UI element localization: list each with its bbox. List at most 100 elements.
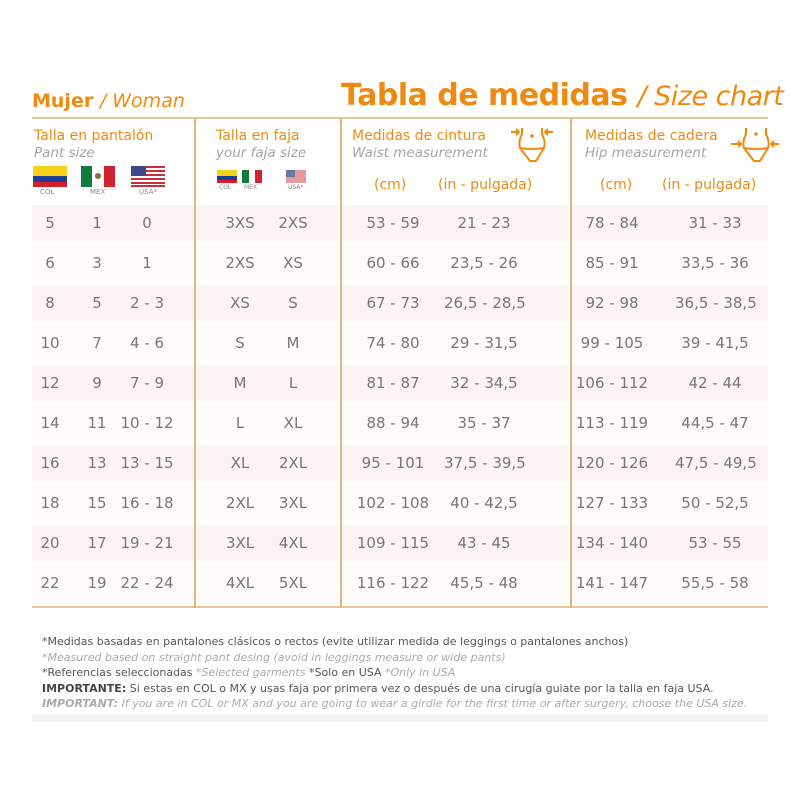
cell-usa-pant: 7 - 9 [129,374,165,392]
row-band [32,205,194,241]
row-band [572,285,768,321]
note-line: *Referencias seleccionadas *Selected gar… [42,665,747,681]
cell-faja-usa: XS [283,254,303,272]
important-text: Si estas en COL o MX y usas faja por pri… [126,681,714,695]
colombia-flag-icon [33,166,67,187]
cell-mex-pant: 19 [87,574,107,592]
important-text: If you are in COL or MX and you are goin… [118,697,748,710]
table-row: 20 17 19 - 21 3XL 4XL 109 - 115 43 - 45 134 - 1… [32,525,768,561]
note-line: *Measured based on straight pant desing … [42,650,506,664]
row-band [32,285,194,321]
cell-faja-usa: 4XL [278,534,308,552]
cell-hip-in: 42 - 44 [688,374,742,392]
cell-faja-col-mex: L [235,414,245,432]
flag-label: COL [219,184,232,191]
row-band [32,325,194,361]
cell-usa-pant: 4 - 6 [129,334,165,352]
cell-usa-pant: 22 - 24 [120,574,174,592]
cell-waist-in: 45,5 - 48 [450,574,518,592]
cell-waist-cm: 95 - 101 [361,454,425,472]
colombia-flag-icon [217,170,237,183]
column-divider [340,118,342,608]
row-band [32,525,194,561]
cell-mex-pant: 3 [92,254,102,272]
cell-waist-cm: 60 - 66 [366,254,420,272]
cell-hip-in: 53 - 55 [688,534,742,552]
cell-faja-col-mex: 3XL [225,534,255,552]
cell-mex-pant: 13 [87,454,107,472]
table-row: 16 13 13 - 15 XL 2XL 95 - 101 37,5 - 39,5 120 -… [32,445,768,481]
cell-faja-usa: M [286,334,300,352]
cell-col-pant: 6 [45,254,55,272]
cell-waist-in: 40 - 42,5 [450,494,518,512]
cell-mex-pant: 17 [87,534,107,552]
cell-waist-in: 43 - 45 [457,534,511,552]
cell-mex-pant: 1 [92,214,102,232]
cell-hip-cm: 127 - 133 [575,494,649,512]
note-text: *Only in USA [384,666,456,679]
cell-faja-col-mex: XS [230,294,250,312]
cell-faja-usa: XL [283,414,303,432]
row-band [572,205,768,241]
column-divider [194,118,196,608]
cell-mex-pant: 15 [87,494,107,512]
important-note-es: IMPORTANTE: Si estas en COL o MX y usas … [42,681,747,697]
row-band [196,485,338,521]
pant-size-title: Talla en pantalón [34,128,154,144]
cell-usa-pant: 0 [142,214,152,232]
cell-mex-pant: 9 [92,374,102,392]
row-band [342,525,568,561]
cell-hip-in: 44,5 - 47 [681,414,749,432]
note-text: *Selected garments [196,666,306,679]
row-band [32,405,194,441]
cell-faja-usa: 5XL [278,574,308,592]
row-band [32,565,194,601]
important-label: IMPORTANT: [42,697,119,710]
woman-title-en: / Woman [99,90,185,112]
note-text: *Solo en USA [308,666,382,679]
table-row: 5 1 0 3XS 2XS 53 - 59 21 - 23 78 - 84 31 - 33 [32,205,768,241]
usa-flag-icon [131,166,165,187]
flag-label: USA* [139,188,157,196]
mexico-flag-icon [81,166,115,187]
cell-col-pant: 12 [40,374,60,392]
cell-hip-in: 50 - 52,5 [681,494,749,512]
cell-waist-cm: 88 - 94 [366,414,420,432]
row-band [572,365,768,401]
cell-mex-pant: 7 [92,334,102,352]
table-row: 6 3 1 2XS XS 60 - 66 23,5 - 26 85 - 91 33,5 - 36 [32,245,768,281]
row-band [572,525,768,561]
cell-waist-cm: 81 - 87 [366,374,420,392]
cell-mex-pant: 5 [92,294,102,312]
footnotes: *Medidas basadas en pantalones clásicos … [42,634,747,712]
waist-subtitle: Waist measurement [352,145,488,161]
cell-waist-cm: 67 - 73 [366,294,420,312]
cell-faja-col-mex: S [235,334,245,352]
table-row: 10 7 4 - 6 S M 74 - 80 29 - 31,5 99 - 105 39 - 4… [32,325,768,361]
cell-usa-pant: 2 - 3 [129,294,165,312]
cell-waist-in: 35 - 37 [457,414,511,432]
page-title-es: Tabla de medidas [341,78,628,113]
cell-waist-cm: 102 - 108 [356,494,430,512]
cell-waist-in: 26,5 - 28,5 [444,294,526,312]
waist-title: Medidas de cintura [352,128,486,144]
cell-usa-pant: 13 - 15 [120,454,174,472]
cell-usa-pant: 19 - 21 [120,534,174,552]
cell-hip-in: 55,5 - 58 [681,574,749,592]
waist-measure-icon [511,128,553,162]
row-band [196,205,338,241]
page-title-en: / Size chart [637,81,784,112]
column-divider [570,118,572,608]
row-band [572,565,768,601]
cell-col-pant: 18 [40,494,60,512]
row-band [342,365,568,401]
cell-hip-cm: 92 - 98 [585,294,639,312]
waist-unit-cm: (cm) [374,177,407,193]
cell-faja-col-mex: XL [230,454,250,472]
cell-waist-cm: 53 - 59 [366,214,420,232]
cell-mex-pant: 11 [87,414,107,432]
row-band [342,325,568,361]
note-text: *Referencias seleccionadas [42,666,193,679]
cell-waist-cm: 74 - 80 [366,334,420,352]
cell-hip-cm: 113 - 119 [575,414,649,432]
